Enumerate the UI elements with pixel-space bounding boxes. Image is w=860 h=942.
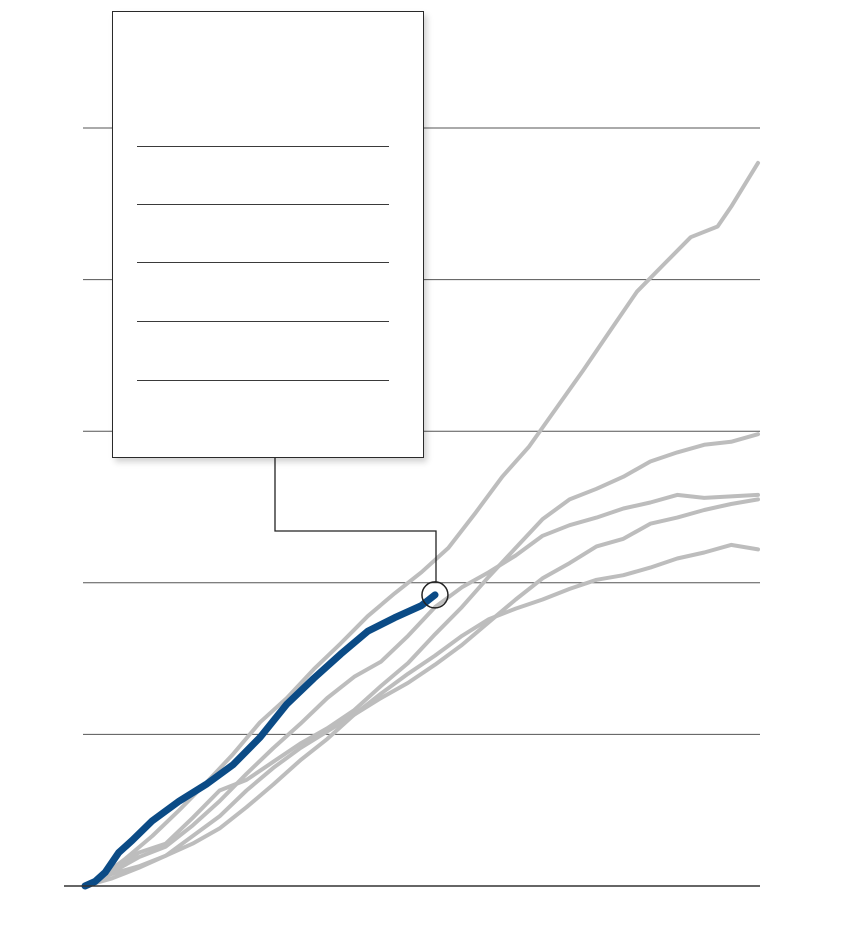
- tooltip-row-2: [137, 204, 389, 205]
- tooltip-row-5: [137, 380, 389, 381]
- series-line-1: [83, 160, 760, 888]
- tooltip-panel: [112, 11, 424, 458]
- series-lines: [81, 160, 760, 890]
- callout-leader-line: [274, 458, 437, 582]
- highlight-marker-circle: [421, 581, 449, 609]
- series-line-3: [83, 492, 760, 888]
- series-line-highlight: [81, 591, 439, 890]
- series-line-5: [83, 542, 760, 888]
- tooltip-row-3: [137, 262, 389, 263]
- tooltip-row-4: [137, 321, 389, 322]
- callout-connector: [274, 458, 449, 609]
- tooltip-row-1: [137, 146, 389, 147]
- series-line-4: [83, 497, 760, 888]
- series-line-2: [83, 432, 760, 888]
